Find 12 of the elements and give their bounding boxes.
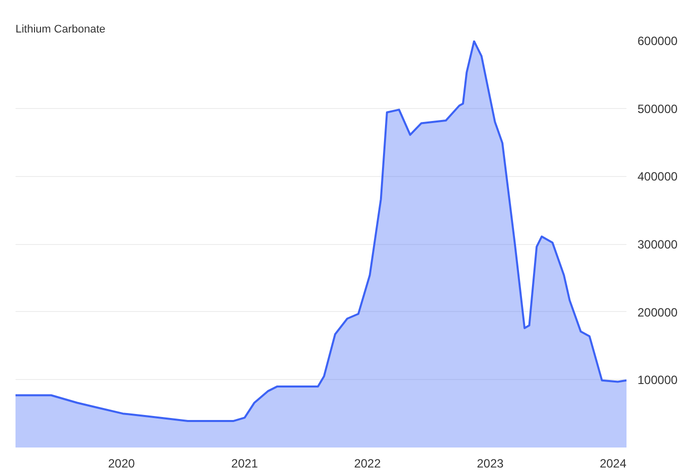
y-tick-label: 300000 [638, 238, 678, 252]
y-tick-label: 100000 [638, 373, 678, 388]
y-tick-label: 400000 [638, 170, 678, 184]
x-tick-label: 2021 [231, 456, 258, 470]
y-tick-label: 600000 [638, 34, 678, 48]
y-tick-label: 500000 [638, 102, 678, 116]
chart-title: Lithium Carbonate [16, 24, 106, 36]
x-tick-label: 2022 [354, 456, 382, 470]
x-tick-label: 2024 [600, 456, 627, 470]
x-tick-label: 2020 [108, 456, 136, 470]
y-tick-label: 200000 [638, 305, 678, 320]
x-tick-label: 2023 [476, 456, 504, 470]
